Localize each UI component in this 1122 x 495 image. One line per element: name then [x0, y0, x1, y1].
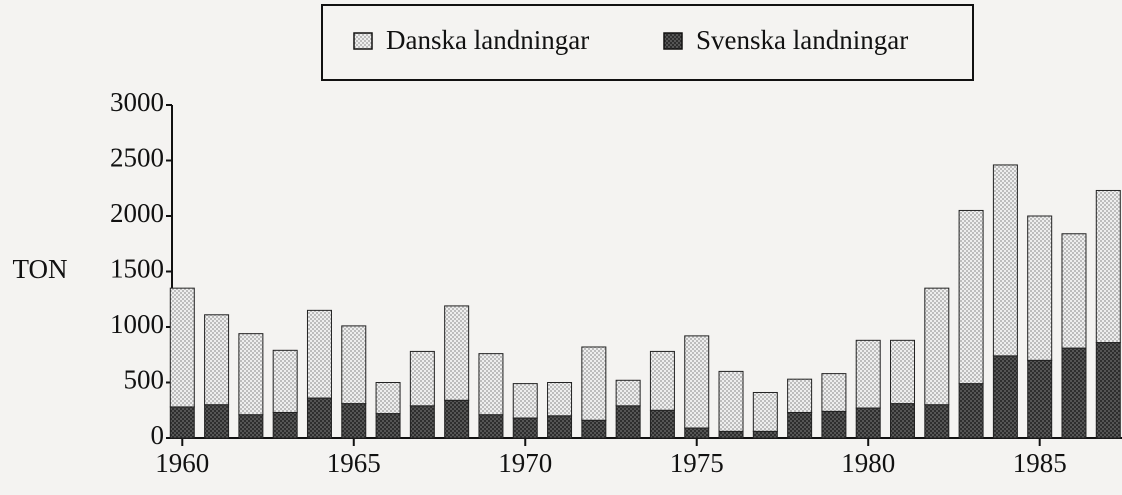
bar-segment: [992, 164, 1018, 357]
bar-segment: [718, 370, 744, 432]
x-tick-label: 1965: [327, 448, 381, 478]
bar-segment: [444, 399, 470, 439]
bar-segment: [924, 287, 950, 406]
x-tick-label: 1985: [1013, 448, 1067, 478]
bar-segment: [1061, 233, 1087, 349]
bar-segment: [444, 305, 470, 401]
bar-segment: [547, 415, 573, 439]
bar-segment: [718, 430, 744, 439]
bar-segment: [581, 346, 607, 421]
bar-segment: [238, 414, 264, 439]
bar-segment: [855, 339, 881, 409]
bar-segment: [272, 411, 298, 439]
y-tick-label: 3000: [110, 87, 164, 117]
bar-segment: [478, 353, 504, 416]
bar-segment: [787, 411, 813, 439]
bar-segment: [684, 335, 710, 429]
bar-segment: [169, 287, 195, 408]
bar-segment: [409, 405, 435, 439]
legend-label: Svenska landningar: [696, 25, 908, 55]
bar-segment: [581, 419, 607, 439]
bar-segment: [1095, 189, 1121, 344]
bar-segment: [787, 378, 813, 413]
y-axis-label: TON: [12, 254, 67, 284]
legend-label: Danska landningar: [386, 25, 589, 55]
bar-segment: [649, 409, 675, 439]
bar-segment: [1027, 215, 1053, 361]
bar-segment: [409, 350, 435, 407]
bar-segment: [890, 403, 916, 439]
bar-segment: [204, 404, 230, 439]
bar-segment: [684, 427, 710, 439]
bar-segment: [1061, 347, 1087, 439]
y-tick-label: 2500: [110, 143, 164, 173]
bar-segment: [1027, 359, 1053, 439]
bar-segment: [478, 414, 504, 439]
bar-segment: [958, 383, 984, 439]
bar-segment: [375, 413, 401, 439]
bar-segment: [512, 383, 538, 419]
bar-segment: [238, 333, 264, 416]
y-tick-label: 2000: [110, 198, 164, 228]
bar-segment: [855, 407, 881, 439]
y-tick-label: 1500: [110, 254, 164, 284]
bar-segment: [615, 379, 641, 407]
bar-segment: [649, 350, 675, 411]
bar-segment: [821, 410, 847, 439]
legend-swatch: [353, 32, 373, 50]
bar-segment: [375, 382, 401, 415]
legend-box: [321, 4, 974, 81]
legend-swatch: [663, 32, 683, 50]
bar-segment: [890, 339, 916, 405]
bar-segment: [821, 373, 847, 412]
x-tick-label: 1980: [841, 448, 895, 478]
bar-segment: [306, 397, 332, 439]
bar-segment: [958, 209, 984, 385]
bar-segment: [341, 325, 367, 405]
bar-segment: [1095, 342, 1121, 439]
bar-segment: [547, 382, 573, 417]
bar-segment: [169, 406, 195, 439]
bar-segment: [752, 430, 778, 439]
bar-segment: [204, 314, 230, 406]
bar-segment: [272, 349, 298, 413]
x-tick-label: 1960: [155, 448, 209, 478]
y-tick-label: 1000: [110, 309, 164, 339]
y-tick-label: 500: [124, 365, 165, 395]
bar-segment: [341, 403, 367, 439]
y-tick-label: 0: [151, 420, 165, 450]
bar-segment: [752, 391, 778, 432]
bar-segment: [512, 417, 538, 439]
x-tick-label: 1970: [498, 448, 552, 478]
bar-segment: [992, 355, 1018, 439]
bar-segment: [615, 405, 641, 439]
x-tick-label: 1975: [670, 448, 724, 478]
bar-segment: [924, 404, 950, 439]
bar-segment: [306, 309, 332, 399]
